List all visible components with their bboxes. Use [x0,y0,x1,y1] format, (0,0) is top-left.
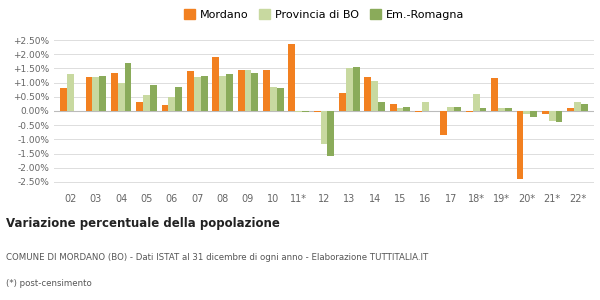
Bar [277,88,284,111]
Bar [353,67,359,111]
Bar [473,94,479,111]
Bar [498,108,505,111]
Text: Variazione percentuale della popolazione: Variazione percentuale della popolazione [6,217,280,230]
Bar [346,68,353,111]
Bar [226,74,233,111]
Bar [194,77,200,111]
Bar [150,85,157,111]
Bar [491,78,498,111]
Text: COMUNE DI MORDANO (BO) - Dati ISTAT al 31 dicembre di ogni anno - Elaborazione T: COMUNE DI MORDANO (BO) - Dati ISTAT al 3… [6,253,428,262]
Bar [175,87,182,111]
Bar [238,70,245,111]
Bar [397,108,403,111]
Bar [505,108,512,111]
Bar [60,88,67,111]
Bar [364,77,371,111]
Bar [328,111,334,156]
Bar [99,76,106,111]
Bar [454,107,461,111]
Bar [245,70,251,111]
Bar [556,111,562,122]
Bar [92,77,99,111]
Bar [200,76,208,111]
Bar [371,81,378,111]
Bar [574,103,581,111]
Bar [542,111,549,114]
Bar [295,111,302,112]
Bar [378,103,385,111]
Bar [415,111,422,112]
Bar [479,108,487,111]
Bar [67,74,74,111]
Bar [549,111,556,121]
Bar [390,104,397,111]
Bar [314,111,320,112]
Bar [263,70,270,111]
Bar [143,95,150,111]
Bar [466,111,473,112]
Bar [219,76,226,111]
Bar [530,111,537,117]
Bar [86,77,92,111]
Bar [136,103,143,111]
Bar [422,103,429,111]
Bar [111,73,118,111]
Bar [523,111,530,114]
Bar [440,111,448,135]
Bar [567,108,574,111]
Bar [581,104,588,111]
Bar [320,111,328,144]
Bar [517,111,523,179]
Bar [125,63,131,111]
Bar [339,93,346,111]
Bar [118,82,125,111]
Bar [187,71,194,111]
Bar [448,107,454,111]
Bar [169,97,175,111]
Legend: Mordano, Provincia di BO, Em.-Romagna: Mordano, Provincia di BO, Em.-Romagna [179,5,469,24]
Bar [403,107,410,111]
Bar [161,105,169,111]
Bar [251,73,258,111]
Bar [302,111,309,112]
Bar [289,44,295,111]
Text: (*) post-censimento: (*) post-censimento [6,280,92,289]
Bar [212,57,219,111]
Bar [270,87,277,111]
